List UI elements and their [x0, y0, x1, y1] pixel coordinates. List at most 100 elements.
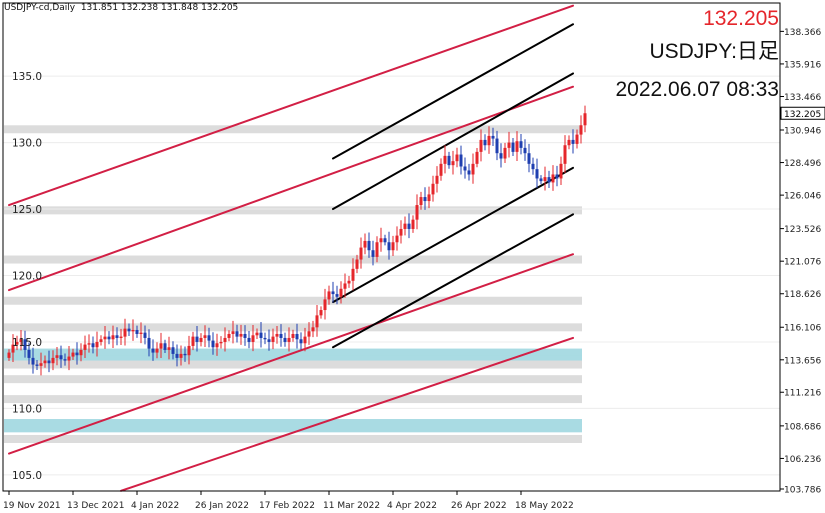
candle-body-101: [411, 219, 415, 229]
candle-104: [423, 187, 427, 210]
right-tick-label-0: 106.236: [784, 455, 821, 465]
candle-body-10: [47, 360, 51, 364]
candle-body-141: [571, 139, 575, 144]
candle-120: [487, 126, 491, 154]
candle-37: [155, 342, 159, 359]
candle-body-129: [523, 147, 527, 154]
candle-body-137: [555, 174, 559, 179]
candle-body-21: [91, 343, 95, 348]
candle-body-96: [391, 242, 395, 251]
candle-body-136: [551, 174, 555, 183]
right-tick-label-5: 118.626: [784, 290, 821, 300]
candle-57: [235, 324, 239, 343]
candle-43: [179, 345, 183, 366]
candle-102: [415, 194, 419, 230]
candle-body-93: [379, 238, 383, 243]
candle-body-41: [171, 347, 175, 354]
candle-body-53: [219, 341, 223, 344]
candle-body-81: [331, 291, 335, 295]
candle-body-112: [455, 154, 459, 162]
left-tick-label-0: 105.0: [12, 470, 42, 482]
candle-142: [575, 129, 579, 149]
left-tick-label-2: 115.0: [12, 337, 42, 349]
candle-100: [407, 213, 411, 239]
candle-body-108: [439, 163, 443, 176]
x-tick-label-4: 17 Feb 2022: [259, 501, 315, 511]
candle-body-15: [67, 356, 71, 361]
candle-body-69: [283, 337, 287, 342]
candle-body-107: [435, 175, 439, 184]
inner-trendline-5: [332, 72, 574, 211]
candle-body-40: [167, 347, 171, 350]
left-tick-label-6: 135.0: [12, 71, 42, 83]
candle-body-16: [71, 352, 75, 357]
candle-51: [211, 332, 215, 355]
candle-144: [583, 105, 587, 133]
candle-85: [347, 275, 351, 288]
candle-60: [247, 331, 251, 349]
candle-body-28: [119, 336, 123, 338]
candle-body-34: [143, 332, 147, 338]
candle-138: [559, 156, 563, 185]
candle-74: [303, 327, 307, 352]
candle-body-80: [327, 291, 331, 300]
candle-62: [255, 328, 259, 340]
candle-21: [91, 336, 95, 354]
x-tick-label-5: 11 Mar 2022: [323, 501, 380, 511]
level-zone-8: [4, 375, 582, 384]
candle-23: [99, 335, 103, 346]
candle-114: [463, 157, 467, 179]
candle-141: [571, 129, 575, 154]
candle-body-142: [575, 134, 579, 144]
candle-42: [175, 344, 179, 367]
candle-body-86: [351, 268, 355, 281]
candle-body-44: [183, 353, 187, 356]
candle-body-118: [479, 139, 483, 152]
chart-ohlc: 131.851 132.238 131.848 132.205: [80, 3, 239, 13]
candle-16: [71, 348, 75, 361]
candle-97: [395, 226, 399, 251]
candle-9: [43, 355, 47, 368]
candle-body-82: [335, 294, 339, 297]
candle-10: [47, 350, 51, 373]
candle-140: [567, 135, 571, 150]
candle-14: [63, 353, 67, 366]
candle-0: [7, 349, 11, 361]
level-zone-6: [4, 355, 582, 364]
candle-108: [439, 158, 443, 181]
candle-body-59: [243, 333, 247, 338]
candle-77: [315, 304, 319, 337]
level-zone-4: [4, 323, 582, 332]
candle-116: [471, 153, 475, 184]
left-tick-label-3: 120.0: [12, 270, 42, 282]
candle-body-1: [11, 344, 15, 353]
right-tick-label-13: 138.366: [784, 28, 821, 38]
candlesticks: [7, 105, 587, 376]
candle-body-100: [407, 223, 411, 229]
candle-body-95: [387, 242, 391, 251]
candle-body-18: [79, 349, 83, 356]
candle-52: [215, 333, 219, 356]
candle-112: [455, 147, 459, 168]
candle-body-89: [363, 240, 367, 248]
candle-body-139: [563, 145, 567, 164]
x-tick-label-0: 19 Nov 2021: [3, 501, 61, 511]
candle-body-58: [239, 333, 243, 337]
left-tick-label-1: 110.0: [12, 403, 42, 415]
candle-body-106: [431, 183, 435, 195]
candle-body-11: [51, 357, 55, 364]
candle-131: [531, 157, 535, 175]
candle-body-56: [231, 331, 235, 334]
level-zone-11: [4, 424, 582, 433]
candle-body-52: [215, 343, 219, 348]
level-zone-10: [4, 419, 582, 428]
left-price-scale: 105.0 110.0 115.0 120.0 125.0 130.0 135.0: [12, 71, 42, 482]
candle-body-132: [535, 169, 539, 179]
candle-body-138: [559, 163, 563, 179]
candle-71: [291, 329, 295, 342]
candle-87: [355, 254, 359, 274]
x-tick-label-2: 4 Jan 2022: [131, 501, 179, 511]
candle-124: [503, 142, 507, 164]
candle-6: [31, 347, 35, 374]
candle-body-7: [35, 364, 39, 366]
